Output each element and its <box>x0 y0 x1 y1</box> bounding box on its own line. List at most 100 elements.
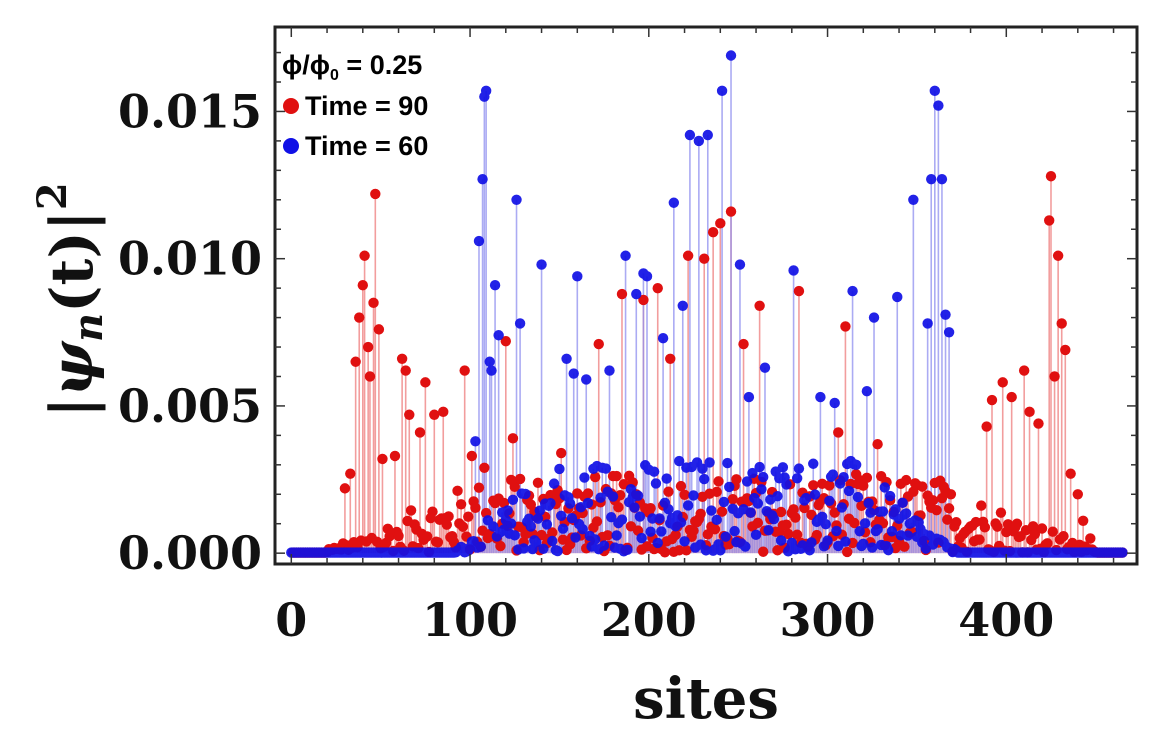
data-point <box>532 477 544 488</box>
data-point <box>606 511 617 523</box>
y-axis-bar-left: | <box>38 397 106 418</box>
data-point <box>525 521 537 532</box>
data-point <box>673 545 685 556</box>
data-point <box>602 530 613 541</box>
data-point <box>393 530 404 542</box>
data-point <box>752 517 764 529</box>
data-point <box>339 483 351 494</box>
data-point <box>976 500 987 511</box>
series-points-1 <box>286 50 1128 558</box>
flux-annotation: ϕ/ϕ0 = 0.25 <box>282 50 422 84</box>
data-point <box>899 541 910 552</box>
data-point <box>840 321 851 332</box>
data-point <box>675 480 687 492</box>
data-point <box>754 300 765 312</box>
data-point <box>850 459 862 470</box>
data-point <box>702 129 713 141</box>
data-point <box>370 188 381 200</box>
data-point <box>652 282 663 294</box>
data-point <box>743 391 755 403</box>
data-point <box>945 489 957 500</box>
data-point <box>1072 489 1084 500</box>
data-point <box>616 514 628 525</box>
data-point <box>616 288 628 300</box>
data-point <box>820 518 831 530</box>
data-point <box>547 535 558 547</box>
data-point <box>1085 533 1096 544</box>
data-point <box>534 505 545 516</box>
data-point <box>740 541 751 552</box>
data-point <box>357 279 368 291</box>
data-point <box>829 507 840 518</box>
data-point <box>593 338 604 350</box>
data-point <box>1042 538 1053 549</box>
data-point <box>693 135 705 147</box>
y-axis-subscript: n <box>65 313 112 342</box>
data-point <box>775 535 787 546</box>
data-point <box>901 474 912 486</box>
data-point <box>1117 547 1128 558</box>
data-point <box>772 490 783 502</box>
data-point <box>493 330 504 341</box>
data-point <box>657 332 669 344</box>
data-point <box>940 309 951 320</box>
data-point <box>729 525 740 537</box>
data-point <box>847 285 858 297</box>
data-point <box>545 498 556 509</box>
data-point <box>668 197 680 208</box>
data-point <box>541 519 553 530</box>
data-point <box>404 409 415 420</box>
data-point <box>538 543 549 555</box>
data-point <box>1044 215 1055 226</box>
data-point <box>507 494 519 505</box>
data-point <box>933 100 944 111</box>
data-point <box>997 377 1008 388</box>
data-point <box>927 495 939 506</box>
data-point <box>922 318 933 329</box>
data-point <box>629 502 640 513</box>
flux-phi0: ϕ <box>310 50 330 80</box>
data-points <box>286 50 1128 558</box>
data-point <box>1056 318 1067 329</box>
data-point <box>707 226 719 238</box>
data-point <box>861 386 873 397</box>
data-point <box>842 546 853 558</box>
data-point <box>827 469 839 480</box>
data-point <box>775 506 787 518</box>
data-point <box>759 362 771 373</box>
data-point <box>429 409 440 420</box>
data-point <box>589 534 601 545</box>
data-point <box>858 480 869 491</box>
data-point <box>1033 418 1044 429</box>
data-point <box>557 523 569 534</box>
data-point <box>804 545 815 556</box>
data-point <box>840 536 851 547</box>
data-point <box>684 129 696 141</box>
data-point <box>548 478 560 489</box>
data-point <box>1011 518 1023 529</box>
data-point <box>647 513 658 524</box>
y-axis-psi: ψ <box>38 340 106 397</box>
data-point <box>734 259 746 270</box>
data-point <box>354 312 365 323</box>
data-point <box>791 529 803 540</box>
data-point <box>877 506 889 517</box>
data-point <box>463 511 474 522</box>
data-point <box>863 497 874 509</box>
data-point <box>808 458 819 469</box>
data-point <box>582 488 594 499</box>
data-point <box>645 503 656 514</box>
data-point <box>1036 523 1048 534</box>
data-point <box>695 508 706 520</box>
data-point <box>473 482 485 493</box>
data-point <box>738 338 749 350</box>
data-point <box>441 519 453 530</box>
y-tick-labels: 0.000 0.005 0.010 0.015 <box>118 84 262 580</box>
data-point <box>1024 406 1035 418</box>
data-point <box>929 85 940 97</box>
data-point <box>611 530 622 541</box>
data-point <box>1052 250 1064 261</box>
data-point <box>572 271 583 282</box>
data-point <box>598 540 610 551</box>
data-point <box>659 547 671 558</box>
